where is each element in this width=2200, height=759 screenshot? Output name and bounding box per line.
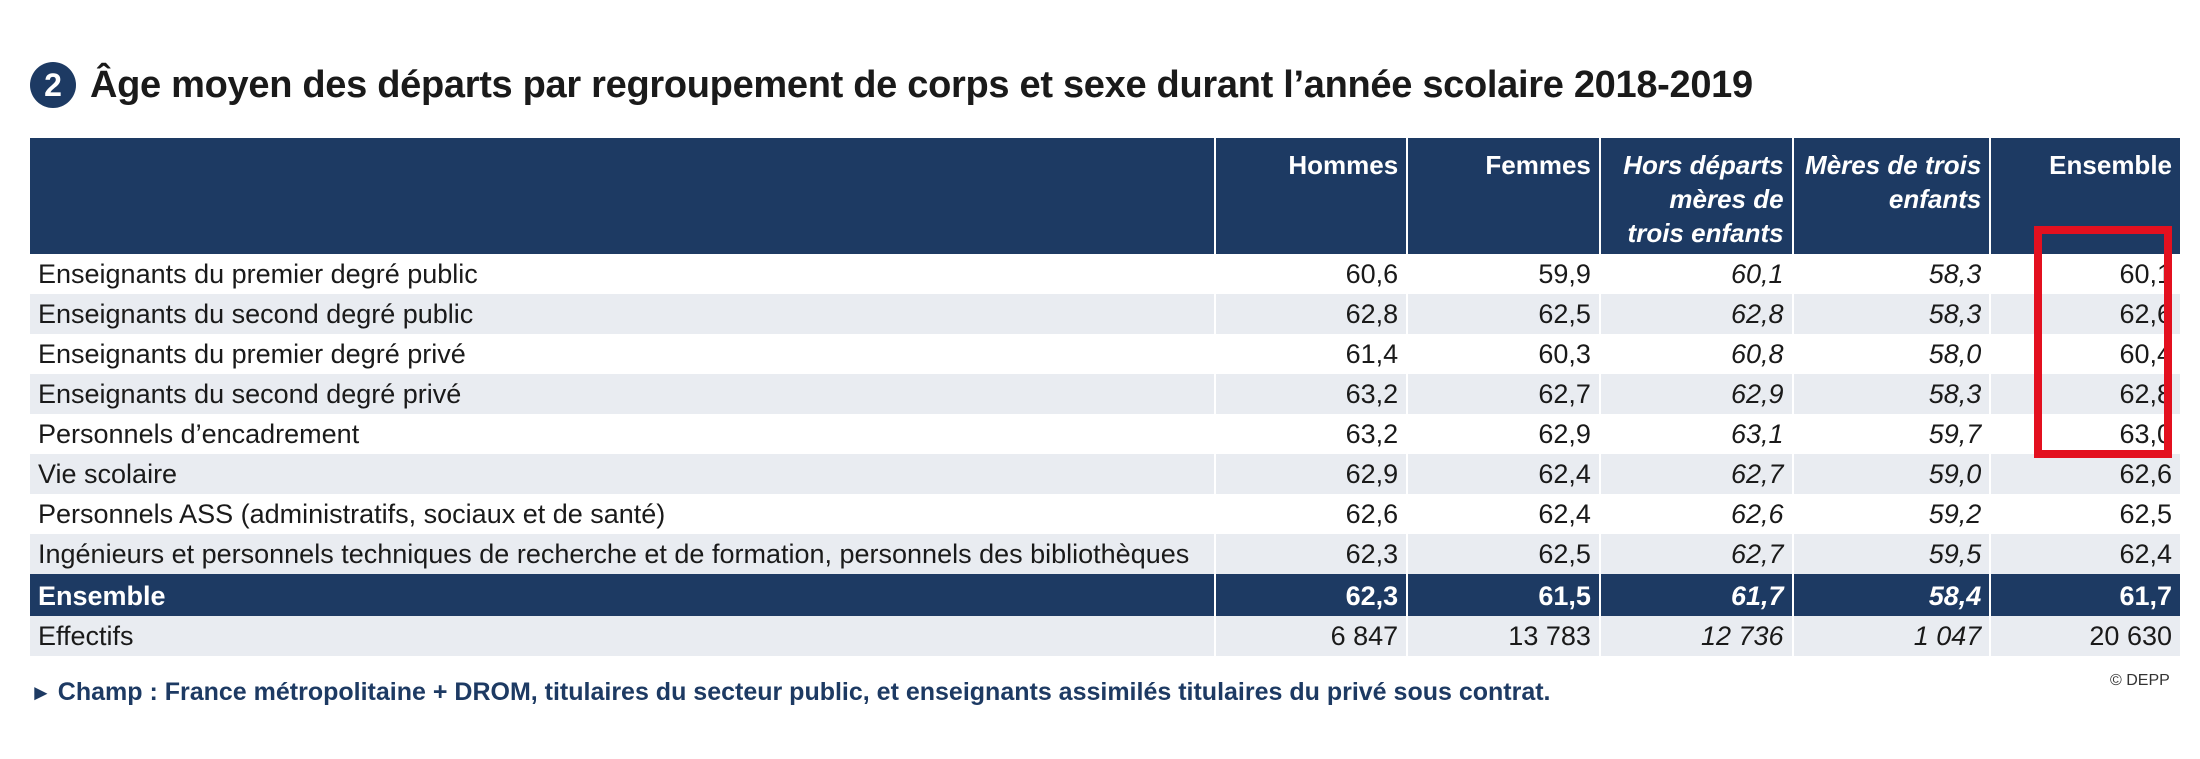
cell-meres: 58,3 (1791, 254, 1991, 294)
cell-hommes: 61,4 (1213, 334, 1408, 374)
arrow-icon: ► (30, 680, 52, 705)
row-label: Ingénieurs et personnels techniques de r… (30, 534, 1215, 575)
cell-hommes: 60,6 (1213, 254, 1408, 294)
row-label: Enseignants du second degré public (30, 294, 1215, 334)
total-hors-departs: 61,7 (1598, 574, 1793, 616)
scope-note-text: Champ : France métropolitaine + DROM, ti… (57, 678, 1551, 706)
data-table: Hommes Femmes Hors départs mères de troi… (30, 138, 2180, 656)
cell-hommes: 62,6 (1213, 494, 1408, 534)
row-label: Enseignants du premier degré privé (38, 339, 466, 369)
row-label: Personnels d’encadrement (38, 419, 360, 449)
cell-ensemble: 62,4 (1989, 534, 2180, 575)
table-body: Enseignants du premier degré public 60,6… (30, 254, 2180, 656)
cell-ensemble: 62,5 (1989, 494, 2180, 534)
table-row: Enseignants du premier degré public 60,6… (30, 254, 2180, 294)
cell-meres: 59,7 (1791, 414, 1991, 454)
cell-meres: 59,2 (1791, 494, 1991, 534)
header-hommes: Hommes (1213, 138, 1408, 254)
cell-hors-departs: 62,8 (1598, 294, 1793, 334)
cell-hors-departs: 62,7 (1598, 454, 1793, 494)
cell-femmes: 62,5 (1406, 294, 1600, 334)
total-femmes: 61,5 (1406, 574, 1600, 616)
table-row: Personnels d’encadrement 63,2 62,9 63,1 … (30, 414, 2180, 454)
row-label: Enseignants du premier degré public (38, 259, 478, 289)
scope-note: ► Champ : France métropolitaine + DROM, t… (30, 678, 1551, 707)
cell-femmes: 62,5 (1406, 534, 1600, 575)
effectifs-hommes: 6 847 (1213, 616, 1408, 656)
effectifs-femmes: 13 783 (1406, 616, 1600, 656)
effectifs-meres: 1 047 (1791, 616, 1991, 656)
cell-meres: 58,3 (1791, 374, 1991, 414)
row-label: Enseignants du second degré privé (30, 374, 1215, 414)
cell-hors-departs: 62,6 (1598, 494, 1793, 534)
table-row: Enseignants du premier degré privé 61,4 … (30, 334, 2180, 374)
header-ensemble: Ensemble (1989, 138, 2180, 254)
cell-femmes: 62,4 (1406, 454, 1600, 494)
cell-femmes: 62,9 (1406, 414, 1600, 454)
cell-ensemble: 62,6 (1989, 294, 2180, 334)
cell-hors-departs: 60,8 (1598, 334, 1793, 374)
cell-hommes: 62,8 (1213, 294, 1408, 334)
figure-number-badge: 2 (30, 62, 76, 108)
table-header: Hommes Femmes Hors départs mères de troi… (30, 138, 2180, 254)
figure-title: Âge moyen des départs par regroupement d… (90, 63, 1753, 106)
cell-femmes: 62,7 (1406, 374, 1600, 414)
cell-hommes: 62,9 (1213, 454, 1408, 494)
table-row: Ingénieurs et personnels techniques de r… (30, 534, 2180, 575)
cell-femmes: 59,9 (1406, 254, 1600, 294)
cell-hors-departs: 63,1 (1598, 414, 1793, 454)
cell-hors-departs: 62,9 (1598, 374, 1793, 414)
copyright: © DEPP (2110, 672, 2170, 689)
header-femmes: Femmes (1406, 138, 1600, 254)
row-label: Vie scolaire (30, 454, 1215, 494)
cell-ensemble: 60,4 (1989, 334, 2180, 374)
cell-femmes: 62,4 (1406, 494, 1600, 534)
cell-meres: 58,3 (1791, 294, 1991, 334)
cell-ensemble: 60,1 (1989, 254, 2180, 294)
highlight-box (2034, 226, 2172, 458)
cell-femmes: 60,3 (1406, 334, 1600, 374)
effectifs-hors-departs: 12 736 (1598, 616, 1793, 656)
total-label: Ensemble (30, 574, 1215, 616)
total-row: Ensemble 62,3 61,5 61,7 58,4 61,7 (30, 574, 2180, 616)
table-row: Enseignants du second degré privé 63,2 6… (30, 374, 2180, 414)
cell-ensemble: 62,6 (1989, 454, 2180, 494)
cell-ensemble: 62,8 (1989, 374, 2180, 414)
effectifs-ensemble: 20 630 (1989, 616, 2180, 656)
table-row: Vie scolaire 62,9 62,4 62,7 59,0 62,6 (30, 454, 2180, 494)
effectifs-row: Effectifs 6 847 13 783 12 736 1 047 20 6… (30, 616, 2180, 656)
header-empty (30, 138, 1215, 254)
cell-meres: 58,0 (1791, 334, 1991, 374)
effectifs-label: Effectifs (30, 616, 1215, 656)
total-hommes: 62,3 (1213, 574, 1408, 616)
total-meres: 58,4 (1791, 574, 1991, 616)
table-row: Enseignants du second degré public 62,8 … (30, 294, 2180, 334)
cell-hors-departs: 60,1 (1598, 254, 1793, 294)
cell-meres: 59,5 (1791, 534, 1991, 575)
cell-hommes: 63,2 (1213, 374, 1408, 414)
figure-title-row: 2 Âge moyen des départs par regroupement… (30, 62, 1753, 108)
cell-hommes: 62,3 (1213, 534, 1408, 575)
total-ensemble: 61,7 (1989, 574, 2180, 616)
cell-hors-departs: 62,7 (1598, 534, 1793, 575)
table-row: Personnels ASS (administratifs, sociaux … (30, 494, 2180, 534)
row-label: Personnels ASS (administratifs, sociaux … (38, 499, 666, 529)
cell-meres: 59,0 (1791, 454, 1991, 494)
header-meres: Mères de trois enfants (1791, 138, 1991, 254)
cell-hommes: 63,2 (1213, 414, 1408, 454)
cell-ensemble: 63,0 (1989, 414, 2180, 454)
header-hors-departs: Hors départs mères de trois enfants (1598, 138, 1793, 254)
